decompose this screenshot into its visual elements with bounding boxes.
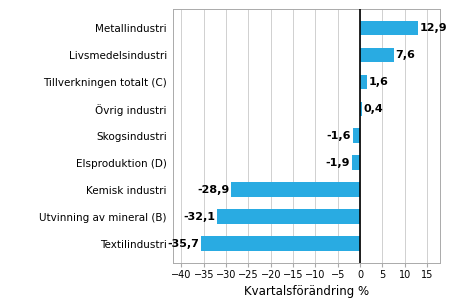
X-axis label: Kvartalsförändring %: Kvartalsförändring % bbox=[244, 285, 369, 298]
Text: -35,7: -35,7 bbox=[167, 239, 199, 249]
Text: -32,1: -32,1 bbox=[183, 212, 215, 222]
Bar bbox=[360, 101, 362, 116]
Text: 0,4: 0,4 bbox=[364, 104, 383, 114]
Text: -1,9: -1,9 bbox=[325, 158, 350, 168]
Bar bbox=[201, 236, 360, 251]
Text: 1,6: 1,6 bbox=[369, 77, 389, 87]
Bar bbox=[360, 21, 418, 35]
Text: -28,9: -28,9 bbox=[197, 185, 229, 195]
Bar bbox=[360, 47, 394, 63]
Text: 7,6: 7,6 bbox=[396, 50, 415, 60]
Text: 12,9: 12,9 bbox=[419, 23, 447, 33]
Text: -1,6: -1,6 bbox=[326, 131, 351, 141]
Bar bbox=[217, 209, 360, 224]
Bar bbox=[360, 75, 367, 89]
Bar bbox=[353, 128, 360, 143]
Bar bbox=[351, 156, 360, 170]
Bar bbox=[231, 182, 360, 197]
